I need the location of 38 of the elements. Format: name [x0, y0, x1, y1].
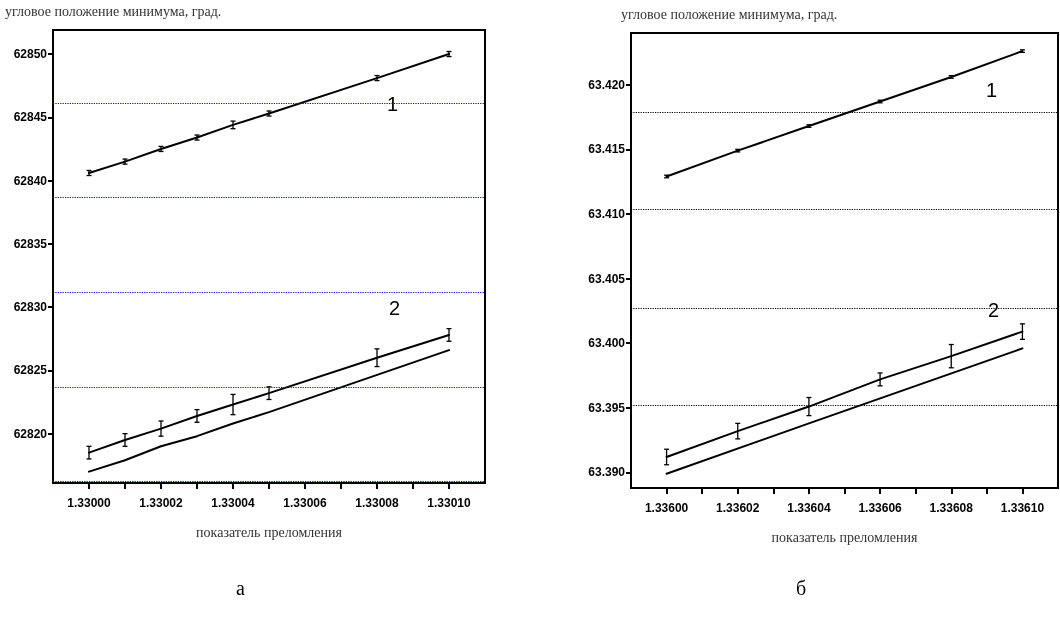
x-axis-title: показатель преломления [196, 524, 343, 540]
x-tick-label: 1.33600 [644, 501, 689, 515]
y-tick-label: 63.415 [588, 142, 626, 157]
y-tick-label: 63.400 [588, 336, 626, 351]
x-tick-label: 1.33010 [427, 496, 472, 510]
x-tick-label: 1.33002 [139, 496, 184, 510]
y-tick-label: 63.395 [588, 400, 626, 415]
text: б [796, 577, 807, 599]
y-tick-label: 62825 [13, 363, 48, 378]
y-tick-label: 62820 [13, 426, 48, 441]
annotation: 2 [988, 299, 1000, 321]
annotation: 1 [387, 93, 399, 115]
x-tick-label: 1.33606 [858, 501, 903, 515]
y-tick-label: 63.390 [588, 465, 626, 480]
y-tick-label: 62830 [13, 300, 48, 315]
x-tick-label: 1.33004 [211, 496, 256, 510]
y-tick-label: 62840 [13, 173, 48, 188]
annotation: 1 [986, 79, 998, 101]
line-series [88, 333, 450, 454]
y-axis-title: угловое положение минимума, град. [5, 3, 222, 19]
y-tick-label: 62850 [13, 47, 48, 62]
y-tick-label: 63.420 [588, 77, 626, 92]
line-series [88, 349, 450, 473]
y-tick-label: 62835 [13, 236, 48, 251]
y-axis-title: угловое положение минимума, град. [621, 6, 838, 22]
text: а [236, 577, 245, 599]
x-tick-label: 1.33602 [716, 501, 760, 515]
x-tick-label: 1.33000 [67, 496, 112, 510]
y-tick-label: 63.405 [588, 271, 626, 286]
x-tick-label: 1.33008 [355, 496, 400, 510]
x-axis-title: показатель преломления [771, 529, 918, 545]
x-tick-label: 1.33610 [1000, 501, 1045, 515]
x-tick-label: 1.33608 [929, 501, 974, 515]
y-tick-label: 63.410 [588, 206, 626, 221]
y-tick-label: 62845 [13, 110, 48, 125]
annotation: 2 [389, 297, 401, 319]
x-tick-label: 1.33006 [283, 496, 328, 510]
x-tick-label: 1.33604 [787, 501, 831, 515]
